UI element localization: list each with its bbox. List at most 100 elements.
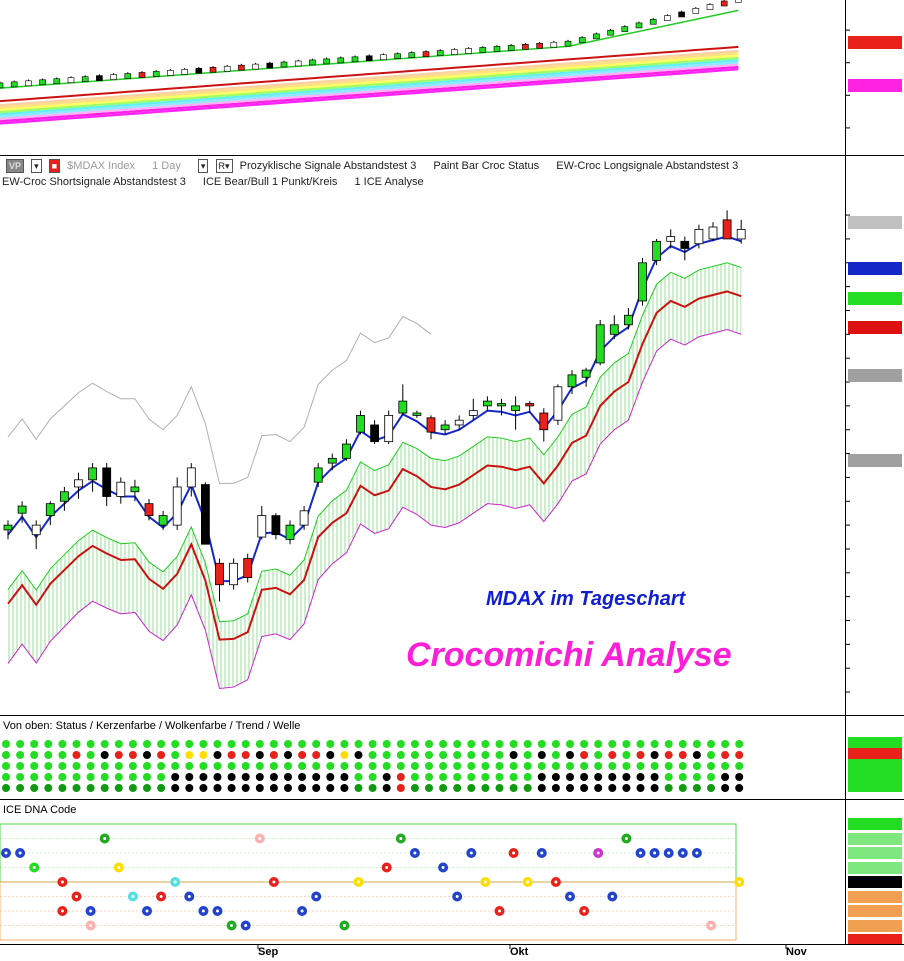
status-dot bbox=[284, 773, 292, 781]
candle-body bbox=[412, 412, 422, 416]
top-price-badge bbox=[848, 79, 902, 92]
status-dot bbox=[354, 784, 363, 792]
dna-dot-center bbox=[342, 924, 346, 927]
candle bbox=[60, 486, 69, 511]
candle-body bbox=[243, 558, 253, 578]
period-label[interactable]: 1 Day bbox=[152, 159, 181, 172]
status-dot bbox=[255, 740, 264, 748]
symbol-label[interactable]: $MDAX Index bbox=[67, 159, 136, 172]
status-dot bbox=[58, 784, 67, 792]
candle bbox=[708, 222, 718, 242]
candle-body bbox=[130, 486, 140, 493]
status-dot bbox=[622, 751, 631, 759]
status-dot bbox=[396, 751, 405, 759]
status-dot bbox=[453, 751, 462, 759]
status-dot bbox=[72, 762, 81, 770]
indicator-1[interactable]: Prozyklische Signale Abstandstest 3 bbox=[239, 159, 417, 172]
candle-body bbox=[384, 415, 394, 443]
status-dot bbox=[2, 740, 10, 748]
dna-dot-center bbox=[131, 895, 135, 898]
dna-axis-separator bbox=[845, 800, 846, 944]
status-dot bbox=[199, 751, 208, 759]
candle bbox=[581, 367, 591, 387]
candle bbox=[440, 420, 450, 435]
status-dot bbox=[354, 740, 363, 748]
main-price-panel: VP ▾ ■ $MDAX Index 1 Day ▾ R▾ Prozyklisc… bbox=[0, 156, 904, 716]
status-dot bbox=[664, 740, 673, 748]
dna-dot-center bbox=[145, 909, 149, 913]
ribbon-band bbox=[0, 49, 739, 107]
status-badge bbox=[848, 748, 902, 759]
candle bbox=[609, 315, 619, 340]
status-dot bbox=[382, 784, 391, 792]
candle-body bbox=[341, 443, 351, 459]
top-candle bbox=[110, 73, 117, 80]
top-candle bbox=[81, 75, 89, 82]
top-candle-body bbox=[10, 81, 18, 88]
indicator-5[interactable]: ICE Bear/Bull 1 Punkt/Kreis bbox=[202, 176, 338, 188]
status-dot bbox=[185, 751, 194, 759]
candle-body bbox=[454, 419, 464, 426]
status-dot bbox=[608, 773, 617, 781]
dna-dot-center bbox=[624, 837, 628, 840]
status-dot bbox=[692, 784, 701, 792]
candle bbox=[482, 396, 492, 411]
candle bbox=[271, 513, 281, 540]
status-dot bbox=[30, 784, 39, 792]
period-dropdown-button[interactable]: ▾ bbox=[197, 159, 209, 173]
top-candle bbox=[536, 41, 543, 49]
top-candle-body bbox=[294, 60, 302, 67]
status-dot bbox=[707, 784, 715, 792]
main-chart-svg bbox=[3, 210, 850, 693]
indicator-6[interactable]: 1 ICE Analyse bbox=[354, 176, 424, 188]
vp-button[interactable]: VP bbox=[6, 159, 25, 173]
top-candle-body bbox=[209, 66, 217, 73]
status-dot bbox=[284, 762, 292, 770]
status-dot bbox=[185, 740, 194, 748]
status-dot bbox=[608, 762, 617, 770]
candle-body bbox=[158, 515, 168, 526]
status-dot bbox=[213, 784, 222, 792]
top-candle-body bbox=[351, 56, 359, 63]
candle bbox=[370, 420, 380, 445]
top-candle bbox=[635, 21, 643, 29]
dna-dot-center bbox=[653, 851, 657, 855]
color-button[interactable]: ■ bbox=[48, 159, 61, 173]
status-dot bbox=[509, 773, 518, 781]
status-dot bbox=[227, 784, 236, 792]
top-candle-body bbox=[678, 11, 685, 18]
indicator-2[interactable]: Paint Bar Croc Status bbox=[433, 159, 540, 172]
status-dot bbox=[566, 784, 574, 792]
status-dot bbox=[354, 773, 363, 781]
top-candle-body bbox=[138, 72, 146, 78]
status-dot bbox=[481, 740, 490, 748]
status-dot bbox=[269, 751, 278, 759]
top-candle-body bbox=[536, 42, 543, 49]
top-candle-body bbox=[550, 41, 558, 48]
indicator-4[interactable]: EW-Croc Shortsignale Abstandstest 3 bbox=[2, 176, 186, 188]
dna-dot-center bbox=[244, 924, 248, 927]
indicator-3[interactable]: EW-Croc Longsignale Abstandstest 3 bbox=[556, 159, 739, 172]
candle-body bbox=[271, 515, 281, 536]
top-candle bbox=[309, 58, 316, 66]
status-panel: Von oben: Status / Kerzenfarbe / Wolkenf… bbox=[0, 716, 904, 800]
status-dot bbox=[128, 773, 137, 781]
candle-body bbox=[708, 226, 718, 240]
status-dot bbox=[650, 762, 659, 770]
dna-dot-center bbox=[201, 909, 205, 913]
status-dot bbox=[495, 784, 504, 792]
status-dot bbox=[650, 773, 659, 781]
dna-tick-label bbox=[848, 847, 902, 859]
status-dot bbox=[580, 740, 589, 748]
candle-body bbox=[172, 486, 182, 526]
dna-dot-center bbox=[441, 866, 445, 869]
status-dot bbox=[721, 751, 730, 759]
dna-dot-center bbox=[455, 895, 459, 898]
top-candle bbox=[365, 54, 373, 62]
dna-dot-center bbox=[18, 851, 22, 855]
status-dot bbox=[453, 784, 462, 792]
status-dot bbox=[171, 762, 180, 770]
dropdown-button[interactable]: ▾ bbox=[31, 159, 42, 173]
status-dot bbox=[594, 740, 603, 748]
r-button[interactable]: R▾ bbox=[215, 159, 233, 173]
